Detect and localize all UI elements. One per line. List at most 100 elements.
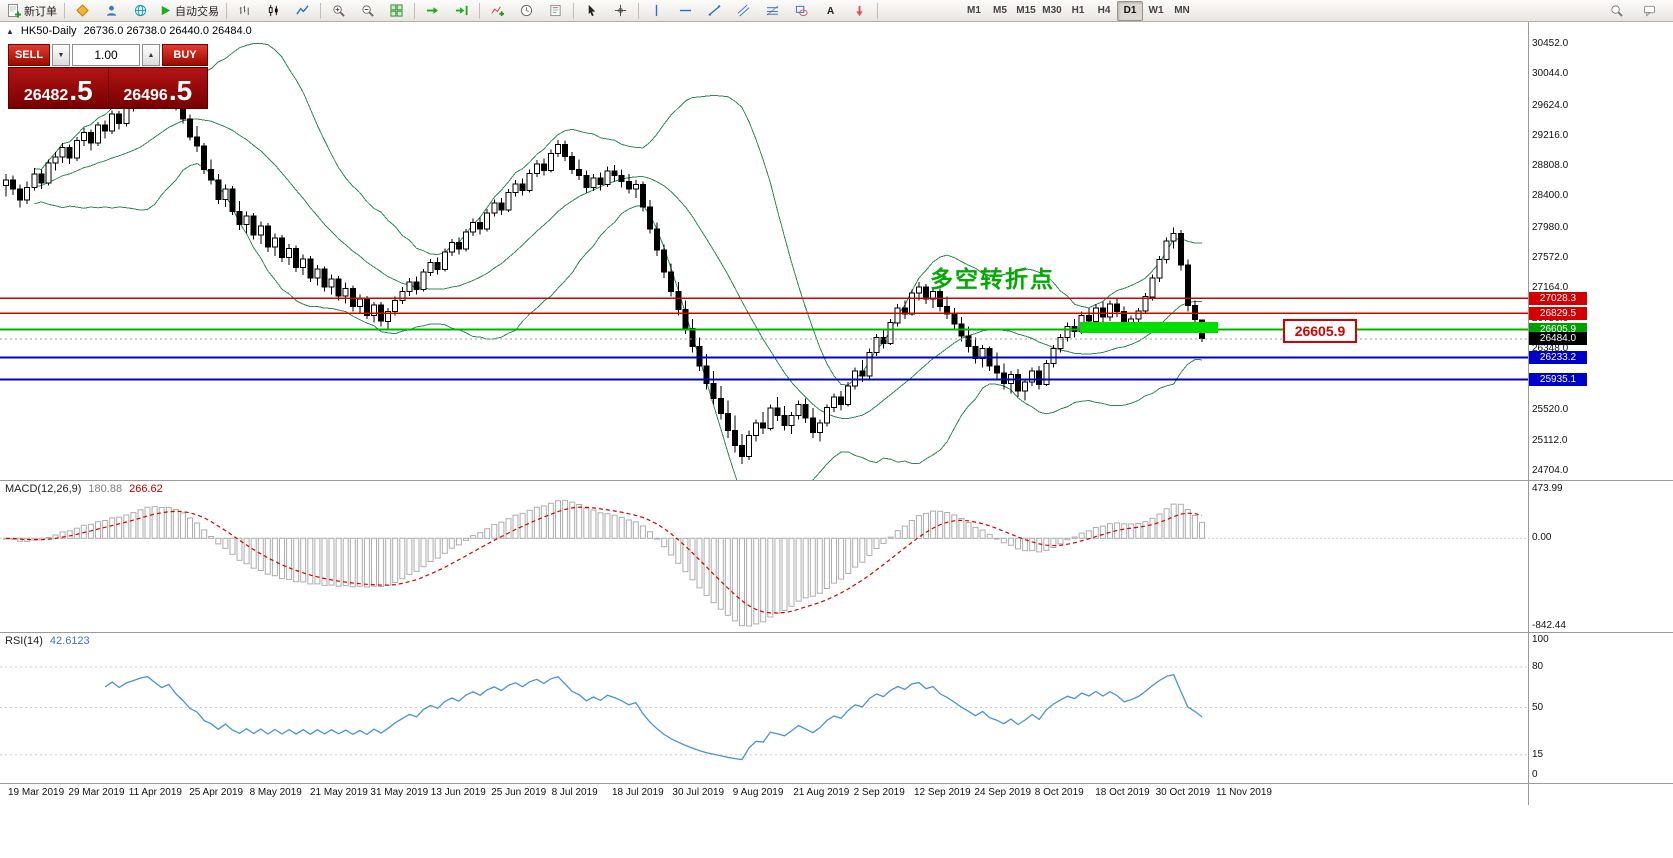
lot-down-button[interactable]: ▼ — [52, 44, 70, 66]
date-axis-label: 25 Jun 2019 — [491, 787, 547, 798]
sell-price-display[interactable]: 26482 .5 — [9, 68, 109, 108]
date-axis-separator[interactable] — [0, 783, 1673, 784]
auto-scroll-button[interactable] — [418, 0, 447, 21]
indicators-button[interactable] — [483, 0, 512, 21]
fibonacci-button[interactable] — [758, 0, 787, 21]
auto-scroll-icon — [426, 4, 439, 17]
price-axis-label: 26348.0 — [1532, 343, 1569, 354]
timeframe-w1[interactable]: W1 — [1148, 5, 1164, 16]
new-order-button[interactable]: 新订单 — [3, 0, 61, 21]
text-button[interactable]: A — [816, 0, 845, 21]
panel-separator-rsi[interactable] — [0, 632, 1673, 633]
templates-button[interactable] — [541, 0, 570, 21]
date-axis-label: 24 Sep 2019 — [974, 787, 1032, 798]
shapes-button[interactable] — [787, 0, 816, 21]
sell-button[interactable]: SELL — [8, 44, 50, 66]
macd-axis-label: 473.99 — [1532, 483, 1563, 494]
chart-candles-button[interactable] — [259, 0, 288, 21]
chart-shift-button[interactable] — [447, 0, 476, 21]
arrows-icon — [853, 4, 866, 17]
date-axis-label: 18 Jul 2019 — [612, 787, 664, 798]
chart-annotation-text[interactable]: 多空转折点 — [930, 266, 1055, 292]
price-axis-label: 25112.0 — [1532, 435, 1568, 446]
chart-line-button[interactable] — [288, 0, 317, 21]
price-axis-label: 30044.0 — [1532, 68, 1569, 79]
trendline-button[interactable] — [700, 0, 729, 21]
chat-button[interactable] — [1635, 0, 1664, 21]
equidistant-channel-button[interactable] — [729, 0, 758, 21]
macd-axis-label: 0.00 — [1532, 532, 1552, 543]
price-line-label: 26484.0 — [1529, 332, 1587, 345]
price-axis-label: 27572.0 — [1532, 252, 1569, 263]
toolbar-separator — [414, 2, 415, 19]
timeframe-m30[interactable]: M30 — [1042, 5, 1062, 16]
timeframe-h1[interactable]: H1 — [1071, 5, 1085, 16]
zoom-in-button[interactable] — [324, 0, 353, 21]
autotrading-button-label: 自动交易 — [175, 5, 219, 18]
tile-windows-button[interactable] — [382, 0, 411, 21]
crosshair-button[interactable] — [606, 0, 635, 21]
date-axis-label: 18 Oct 2019 — [1095, 787, 1150, 798]
person-icon — [105, 4, 118, 17]
timeframe-h4[interactable]: H4 — [1097, 5, 1111, 16]
price-scale[interactable] — [1528, 22, 1673, 805]
date-axis-label: 30 Jul 2019 — [672, 787, 725, 798]
buy-button[interactable]: BUY — [162, 44, 208, 66]
vertical-line-button[interactable] — [642, 0, 671, 21]
cursor-icon — [585, 4, 598, 17]
timeframe-m5[interactable]: M5 — [993, 5, 1007, 16]
timeframe-mn[interactable]: MN — [1174, 5, 1190, 16]
autotrading-button[interactable]: 自动交易 — [155, 0, 223, 21]
timeframe-d1[interactable]: D1 — [1117, 0, 1143, 21]
lot-up-button[interactable]: ▲ — [142, 44, 160, 66]
highlight-rectangle[interactable] — [1080, 322, 1218, 333]
one-click-collapse-icon[interactable]: ▲ — [6, 26, 14, 36]
lot-size-input[interactable]: 1.00 — [72, 44, 140, 66]
crosshair-icon — [614, 4, 627, 17]
search-button[interactable] — [1602, 0, 1631, 21]
date-axis-label: 8 Jul 2019 — [551, 787, 598, 798]
cursor-button[interactable] — [577, 0, 606, 21]
timeframe-m15[interactable]: M15 — [1016, 5, 1036, 16]
diamond-icon — [76, 4, 89, 17]
panel-separator-macd[interactable] — [0, 480, 1673, 481]
metaeditor-button[interactable] — [68, 0, 97, 21]
toolbar-separator — [320, 2, 321, 19]
community-button[interactable] — [126, 0, 155, 21]
zoom-in-icon — [332, 4, 345, 17]
zoom-out-button[interactable] — [353, 0, 382, 21]
toolbar-separator — [877, 2, 878, 19]
indicators-icon — [491, 4, 504, 17]
chart-symbol-label: HK50-Daily — [20, 25, 77, 37]
arrows-button[interactable] — [845, 0, 874, 21]
chart-ohlc-label: 26736.0 26738.0 26440.0 26484.0 — [83, 25, 252, 37]
profile-button[interactable] — [97, 0, 126, 21]
price-chart-canvas[interactable] — [0, 22, 1528, 480]
clock-icon — [520, 4, 533, 17]
price-line-label: 27028.3 — [1529, 292, 1587, 305]
date-axis-label: 30 Oct 2019 — [1155, 787, 1211, 798]
svg-text:A: A — [827, 6, 835, 17]
floating-price-label[interactable]: 26605.9 — [1283, 319, 1357, 343]
date-axis-label: 21 May 2019 — [310, 787, 368, 798]
periods-button[interactable] — [512, 0, 541, 21]
rsi-panel-canvas[interactable] — [0, 632, 1528, 783]
buy-price-display[interactable]: 26496 .5 — [109, 68, 208, 108]
buy-price-main: 26496 — [123, 86, 168, 104]
horizontal-line-button[interactable] — [671, 0, 700, 21]
line-chart-icon — [296, 4, 309, 17]
timeframe-m1[interactable]: M1 — [967, 5, 981, 16]
chart-bars-button[interactable] — [230, 0, 259, 21]
toolbar-separator — [64, 2, 65, 19]
date-axis-label: 31 May 2019 — [370, 787, 429, 798]
rsi-name: RSI(14) — [5, 635, 43, 647]
templates-icon — [549, 4, 562, 17]
date-axis-label: 12 Sep 2019 — [914, 787, 971, 798]
price-axis-label: 30452.0 — [1532, 38, 1569, 49]
vline-icon — [650, 4, 663, 17]
macd-panel-canvas[interactable] — [0, 480, 1528, 632]
rsi-axis-label: 15 — [1532, 749, 1544, 760]
macd-indicator-label: MACD(12,26,9) 180.88 266.62 — [5, 483, 163, 495]
play-icon — [159, 4, 172, 17]
